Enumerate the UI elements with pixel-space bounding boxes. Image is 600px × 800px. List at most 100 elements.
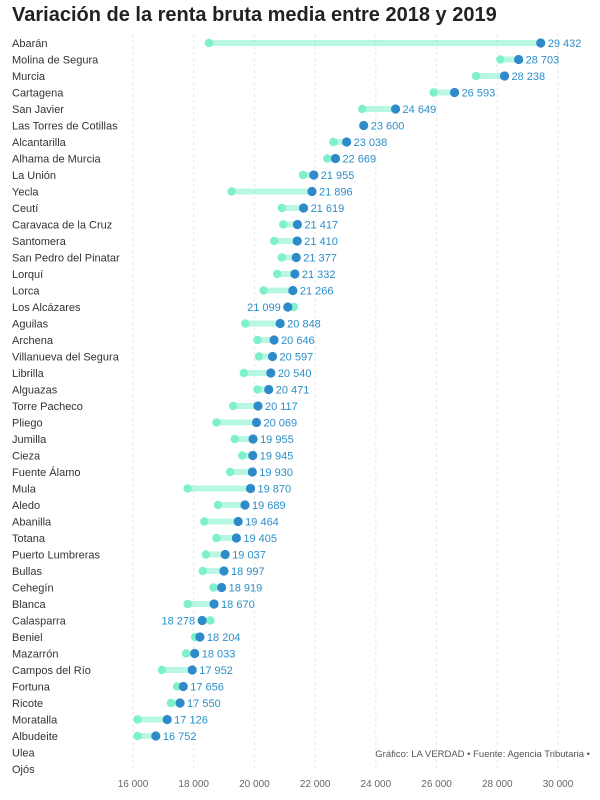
point-2019 <box>151 731 161 741</box>
value-label: 22 669 <box>342 154 376 166</box>
point-2019 <box>245 483 256 494</box>
point-2019 <box>178 681 188 692</box>
point-2019 <box>195 632 205 642</box>
value-label: 21 896 <box>319 187 353 199</box>
point-2018 <box>259 286 268 295</box>
point-2018 <box>241 319 250 328</box>
point-2018 <box>471 71 481 81</box>
point-2018 <box>279 220 288 229</box>
value-label: 28 238 <box>512 71 546 83</box>
point-2019 <box>267 351 278 362</box>
value-label: 21 099 <box>247 302 281 314</box>
value-label: 19 464 <box>245 517 279 529</box>
point-2019 <box>233 516 243 527</box>
x-tick-label: 24 000 <box>361 779 392 790</box>
value-label: 18 997 <box>231 566 265 578</box>
value-label: 20 540 <box>278 368 312 380</box>
point-2018 <box>230 434 239 444</box>
point-2018 <box>253 385 262 394</box>
value-label: 20 597 <box>280 352 314 364</box>
point-2018 <box>206 616 215 625</box>
value-label: 23 038 <box>354 137 388 149</box>
point-2018 <box>172 682 182 691</box>
category-label: Murcia <box>12 71 46 83</box>
point-2018 <box>213 500 223 510</box>
point-2019 <box>240 500 250 510</box>
value-label: 17 126 <box>174 715 208 727</box>
category-label: Las Torres de Cotillas <box>12 121 118 133</box>
category-label: Mula <box>12 484 37 496</box>
x-tick-label: 18 000 <box>178 779 209 790</box>
value-label: 17 656 <box>190 682 224 694</box>
point-2019 <box>499 71 510 81</box>
category-label: Ojós <box>12 764 35 776</box>
point-2019 <box>231 533 241 543</box>
point-2019 <box>217 582 227 593</box>
category-label: Yecla <box>12 187 39 199</box>
value-label: 18 204 <box>207 632 241 644</box>
value-label: 20 848 <box>287 319 321 331</box>
point-2018 <box>254 352 264 361</box>
value-label: 20 117 <box>265 401 298 413</box>
category-label: Ceutí <box>12 203 38 215</box>
point-2018 <box>277 203 286 213</box>
point-2019 <box>536 38 546 48</box>
category-label: Ricote <box>12 698 43 710</box>
point-2018 <box>133 715 142 724</box>
category-label: Fortuna <box>12 682 51 694</box>
point-2018 <box>277 253 286 262</box>
value-label: 19 689 <box>252 500 286 512</box>
data-points <box>133 38 546 741</box>
point-2019 <box>190 648 200 659</box>
value-label: 23 600 <box>371 121 405 133</box>
point-2019 <box>187 665 197 675</box>
value-label: 20 471 <box>276 385 310 397</box>
point-2019 <box>288 285 298 296</box>
point-2019 <box>283 302 293 312</box>
value-label: 19 870 <box>257 484 291 496</box>
category-label: Jumilla <box>12 434 47 446</box>
point-2018 <box>166 698 176 708</box>
point-2019 <box>209 599 219 609</box>
category-label: La Unión <box>12 170 56 182</box>
value-label: 18 670 <box>221 599 255 611</box>
point-2019 <box>175 698 185 708</box>
point-2019 <box>292 219 303 230</box>
category-label: Santomera <box>12 236 67 248</box>
point-2018 <box>429 88 438 97</box>
value-label: 24 649 <box>403 104 437 116</box>
point-2018 <box>253 335 262 345</box>
category-label: San Javier <box>12 104 64 116</box>
category-label: Totana <box>12 533 46 545</box>
point-2019 <box>266 368 276 378</box>
point-2019 <box>264 384 274 395</box>
point-2018 <box>238 451 247 460</box>
point-2018 <box>181 649 191 658</box>
category-label: Albudeite <box>12 731 58 743</box>
value-label: 21 377 <box>303 253 337 265</box>
value-label: 29 432 <box>548 38 582 50</box>
category-label: Campos del Río <box>12 665 91 677</box>
x-axis: 16 000 18 000 20 000 22 000 24 000 26 000 28 0… <box>118 779 574 790</box>
category-label: Mazarrón <box>12 649 58 661</box>
point-2019 <box>298 203 309 213</box>
point-2018 <box>201 550 211 559</box>
point-2018 <box>198 566 208 576</box>
point-2019 <box>197 615 207 626</box>
point-2019 <box>248 450 258 461</box>
point-2019 <box>307 186 317 197</box>
x-tick-label: 28 000 <box>482 779 513 790</box>
category-label: Lorca <box>12 286 40 298</box>
value-label: 18 278 <box>161 616 195 628</box>
point-2019 <box>275 318 285 329</box>
labels: Abarán 29 432 Molina de Segura 28 703 Murcia… <box>12 38 581 776</box>
category-label: Molina de Segura <box>12 55 99 67</box>
point-2019 <box>220 549 230 560</box>
category-label: Los Alcázares <box>12 302 81 314</box>
category-label: Bullas <box>12 566 42 578</box>
value-label: 18 919 <box>229 583 263 595</box>
category-label: Alhama de Murcia <box>12 154 102 166</box>
point-2019 <box>219 566 229 576</box>
category-label: Cieza <box>12 451 41 463</box>
